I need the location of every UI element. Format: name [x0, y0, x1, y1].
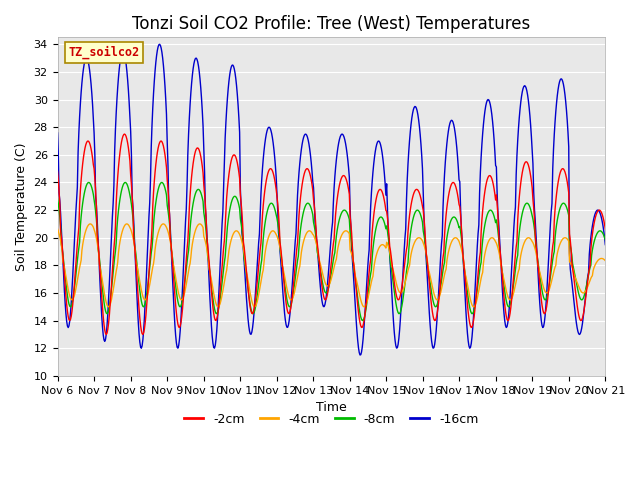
- Y-axis label: Soil Temperature (C): Soil Temperature (C): [15, 143, 28, 271]
- X-axis label: Time: Time: [316, 401, 347, 414]
- Title: Tonzi Soil CO2 Profile: Tree (West) Temperatures: Tonzi Soil CO2 Profile: Tree (West) Temp…: [132, 15, 531, 33]
- Legend: -2cm, -4cm, -8cm, -16cm: -2cm, -4cm, -8cm, -16cm: [179, 408, 483, 431]
- Text: TZ_soilco2: TZ_soilco2: [68, 46, 140, 59]
